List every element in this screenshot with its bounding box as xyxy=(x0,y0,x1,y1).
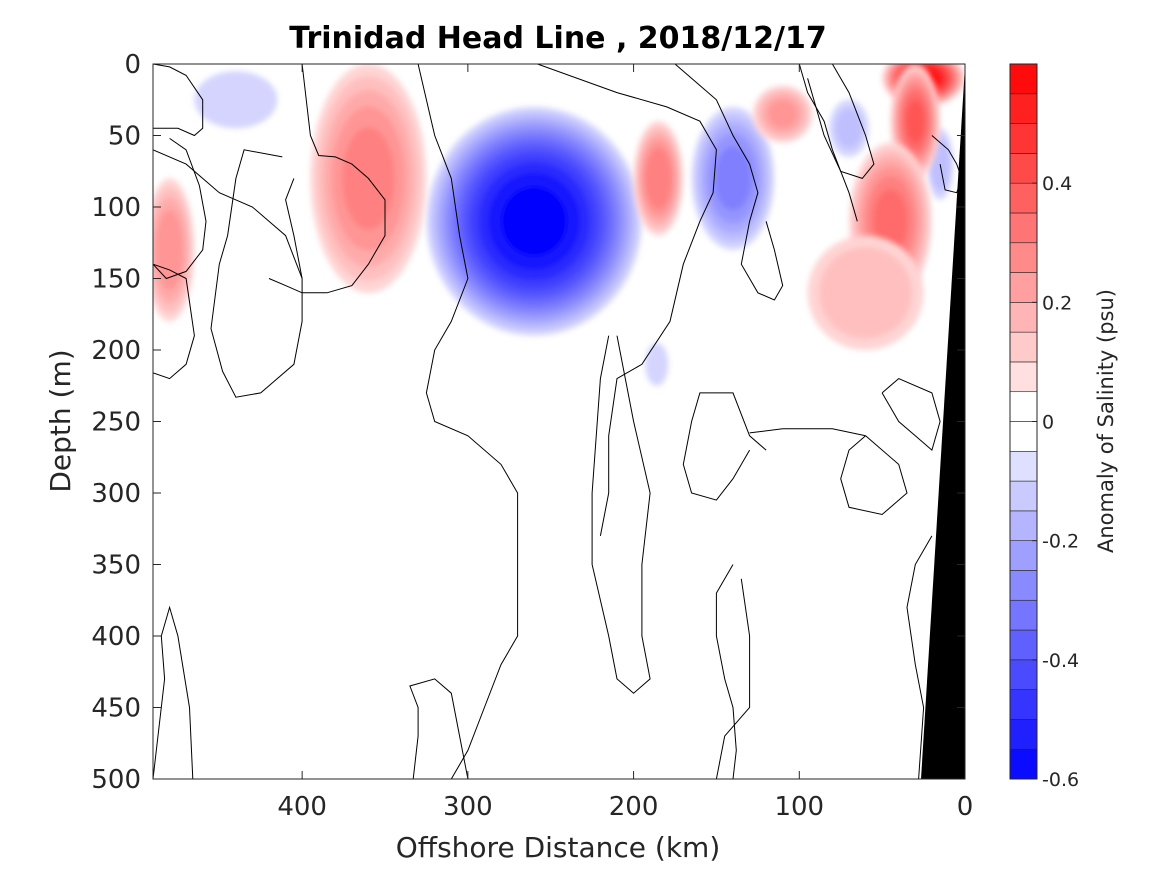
colorbar-swatch xyxy=(1009,272,1038,303)
y-tick-label: 100 xyxy=(91,193,141,223)
y-tick-label: 450 xyxy=(91,694,141,724)
zero-contour-9 xyxy=(537,64,717,536)
colorbar-swatch xyxy=(1009,331,1038,363)
zero-contour-18 xyxy=(807,64,875,179)
colorbar-swatch xyxy=(1009,510,1038,541)
zero-contour-15 xyxy=(840,435,908,516)
anomaly-level-11 xyxy=(905,99,925,143)
colorbar-ticks: 0.4 0.2 0 -0.2 -0.4 -0.6 xyxy=(1032,173,1079,791)
colorbar-swatch xyxy=(1009,63,1038,95)
plot-area xyxy=(152,63,966,780)
anomaly-level-2 xyxy=(194,71,278,129)
y-tick-label: 200 xyxy=(91,336,141,366)
zero-contour-13 xyxy=(682,392,767,501)
colorbar-tick-label: 0.4 xyxy=(1042,173,1072,195)
zero-contour-3 xyxy=(153,137,207,280)
colorbar-swatch xyxy=(1009,659,1038,690)
anomaly-feature-3 xyxy=(829,99,869,157)
x-tick-label: 400 xyxy=(277,792,327,822)
colorbar-tick-label: 0 xyxy=(1042,412,1054,434)
anomaly-level-7 xyxy=(155,209,184,291)
zero-contour-17 xyxy=(906,535,933,779)
y-axis-label: Depth (m) xyxy=(44,349,77,492)
seafloor-bathymetry xyxy=(921,66,965,779)
zero-contour-1 xyxy=(153,263,195,380)
colorbar-tick-label: -0.4 xyxy=(1042,650,1079,672)
anomaly-level-9 xyxy=(767,99,798,129)
anomaly-level-8 xyxy=(645,147,672,209)
colorbar-swatch xyxy=(1009,570,1038,601)
anomaly-feature-13 xyxy=(807,235,924,350)
zero-contour-0 xyxy=(153,64,204,137)
colorbar-swatch xyxy=(1009,153,1038,184)
colorbar-swatch xyxy=(1009,391,1038,422)
anomaly-level-1 xyxy=(714,146,752,211)
anomaly-feature-11 xyxy=(890,64,941,179)
x-axis-ticks: 400 300 200 100 0 xyxy=(277,64,973,822)
anomaly-level-13 xyxy=(819,246,913,339)
anomaly-level-0 xyxy=(501,186,567,256)
zero-contour-7 xyxy=(417,64,519,779)
colorbar-swatch xyxy=(1009,182,1038,214)
colorbar-swatch xyxy=(1009,123,1038,154)
anomaly-level-12 xyxy=(873,189,908,254)
colorbar-swatch xyxy=(1009,242,1038,273)
y-tick-label: 0 xyxy=(124,50,141,80)
zero-contour-lines xyxy=(153,64,963,779)
anomaly-feature-2 xyxy=(194,71,278,129)
colorbar-swatch xyxy=(1009,540,1038,571)
zero-contour-19 xyxy=(798,64,858,222)
x-tick-label: 200 xyxy=(609,792,659,822)
x-tick-label: 300 xyxy=(443,792,493,822)
x-axis-label: Offshore Distance (km) xyxy=(396,831,721,864)
anomaly-feature-0 xyxy=(426,106,642,336)
colorbar-swatch xyxy=(1009,480,1038,512)
colorbar-swatch xyxy=(1009,719,1038,750)
colorbar-swatch xyxy=(1009,450,1038,482)
zero-contour-11 xyxy=(715,564,751,779)
x-tick-label: 100 xyxy=(774,792,824,822)
colorbar-swatch xyxy=(1009,689,1038,720)
anomaly-field xyxy=(153,64,965,386)
chart-title: Trinidad Head Line , 2018/12/17 xyxy=(289,21,826,56)
anomaly-level-5 xyxy=(645,342,669,386)
y-tick-label: 350 xyxy=(91,551,141,581)
colorbar-label: Anomaly of Salinity (psu) xyxy=(1094,289,1118,553)
x-tick-label: 0 xyxy=(957,792,974,822)
colorbar-swatch xyxy=(1009,212,1038,244)
colorbar-tick-label: 0.2 xyxy=(1042,292,1072,314)
anomaly-feature-8 xyxy=(633,121,684,236)
zero-contour-16 xyxy=(881,378,941,451)
colorbar-swatch xyxy=(1009,599,1038,631)
y-tick-label: 400 xyxy=(91,622,141,652)
zero-contour-10 xyxy=(591,335,651,694)
y-tick-label: 300 xyxy=(91,479,141,509)
anomaly-feature-9 xyxy=(752,85,813,143)
colorbar-swatch xyxy=(1009,421,1038,452)
y-tick-label: 150 xyxy=(91,265,141,295)
zero-contour-6 xyxy=(268,64,386,294)
y-tick-label: 500 xyxy=(91,765,141,795)
colorbar-tick-label: -0.6 xyxy=(1042,769,1079,791)
y-tick-label: 50 xyxy=(108,122,141,152)
anomaly-level-3 xyxy=(834,108,864,149)
y-tick-label: 250 xyxy=(91,408,141,438)
colorbar-swatch xyxy=(1009,361,1038,393)
colorbar-swatch xyxy=(1009,629,1038,661)
colorbar-swatch xyxy=(1009,302,1038,333)
anomaly-feature-5 xyxy=(645,342,669,386)
colorbar-swatch xyxy=(1009,93,1038,124)
zero-contour-5 xyxy=(153,149,303,279)
zero-contour-2 xyxy=(153,605,194,779)
colorbar-swatch xyxy=(1009,748,1038,780)
zero-contour-4 xyxy=(210,149,303,398)
y-axis-ticks: 0 50 100 150 200 250 300 350 400 450 500 xyxy=(91,50,965,795)
zero-contour-8 xyxy=(409,678,469,779)
zero-contour-12 xyxy=(674,64,784,301)
anomaly-feature-7 xyxy=(153,178,195,322)
colorbar xyxy=(1009,63,1038,780)
zero-contour-14 xyxy=(749,428,866,437)
colorbar-tick-label: -0.2 xyxy=(1042,531,1079,553)
